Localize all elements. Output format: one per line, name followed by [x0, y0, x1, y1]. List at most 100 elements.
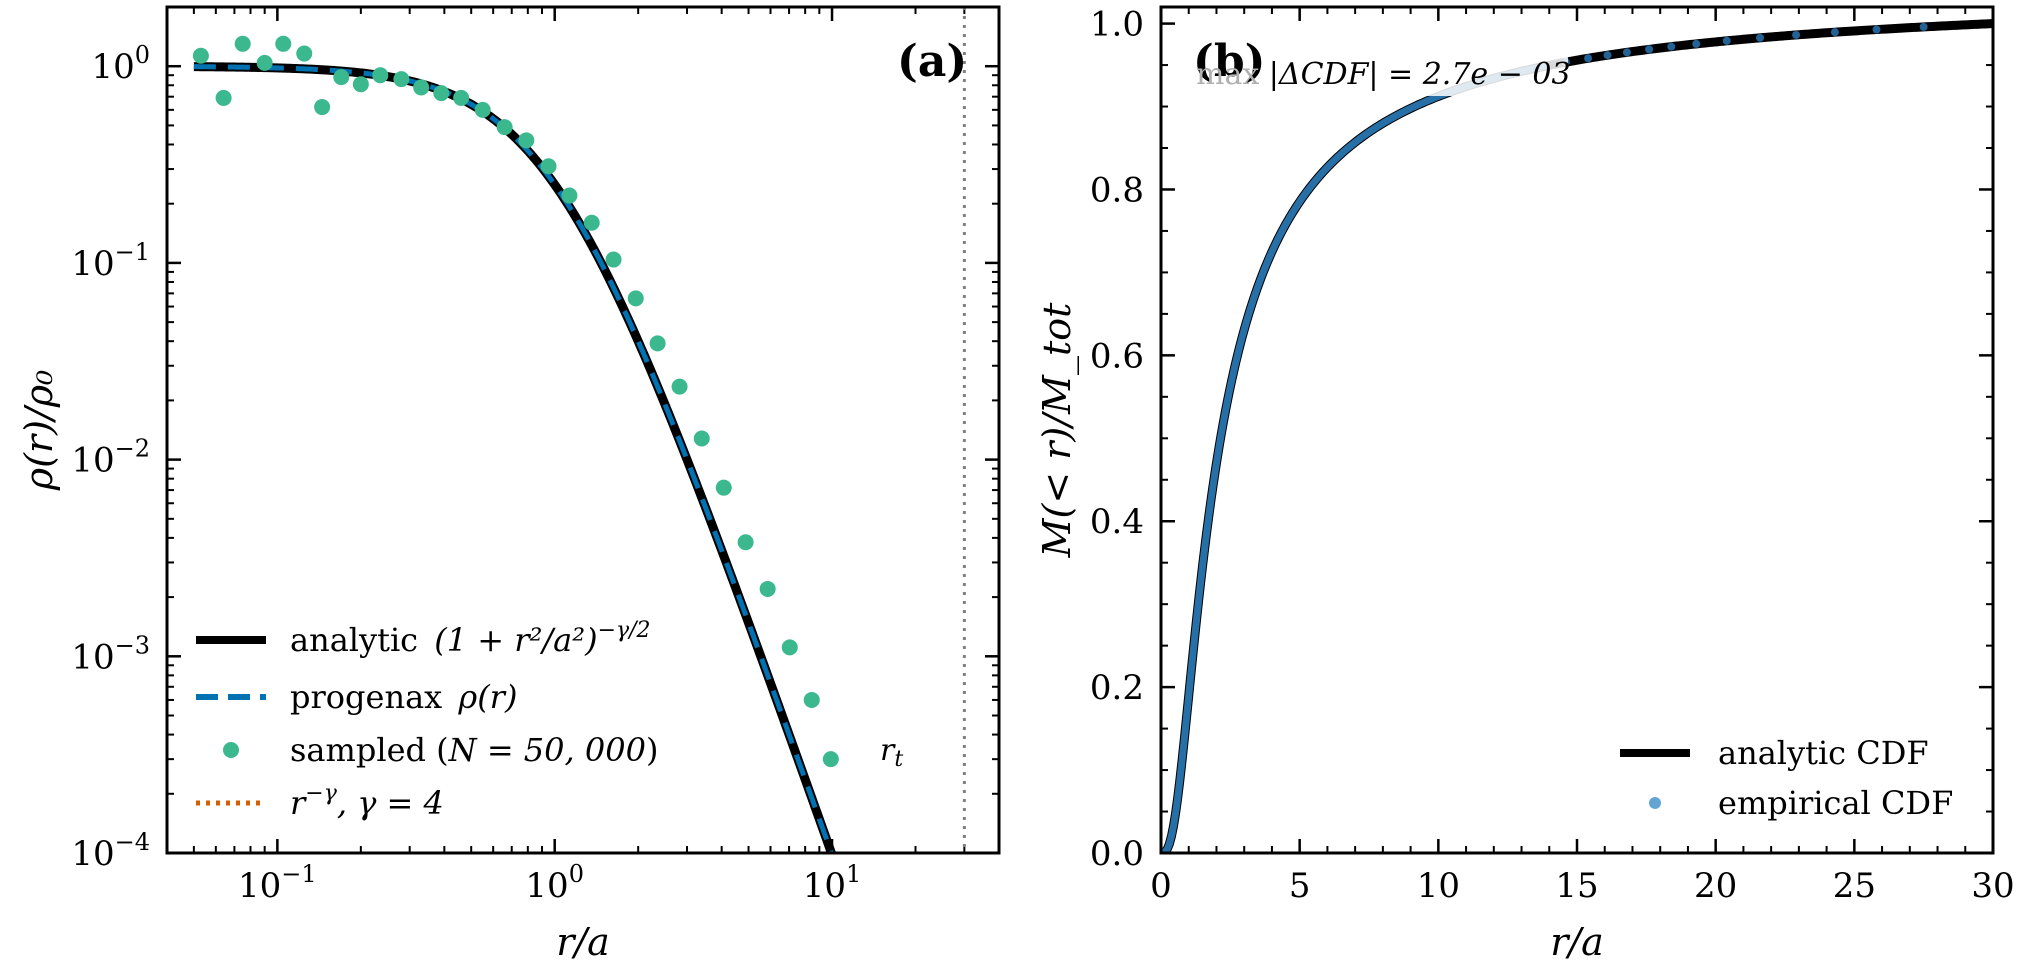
y-tick-label: 10−2 — [71, 435, 150, 481]
sampled-point — [413, 79, 430, 96]
analytic-cdf-curve — [1161, 19, 1993, 853]
panel-b-frame — [1159, 5, 1995, 855]
empirical-cdf-band — [1161, 62, 1549, 853]
sampled-point — [781, 639, 798, 656]
y-tick-label: 100 — [91, 41, 150, 87]
x-tick-label: 101 — [803, 860, 862, 906]
x-tick-label: 5 — [1289, 866, 1311, 906]
panel-a-x-axis-label: r/a — [556, 920, 610, 964]
sampled-point — [693, 430, 710, 447]
y-tick-label: 0.8 — [1090, 170, 1144, 210]
x-tick-label: 0 — [1150, 866, 1172, 906]
panel-a-major-ticks — [167, 7, 999, 855]
sampled-point — [433, 85, 450, 102]
sampled-point — [453, 89, 470, 106]
sampled-point — [715, 479, 732, 496]
y-tick-label: 10−1 — [71, 238, 150, 284]
sampled-point — [803, 691, 820, 708]
panel-b-legend: analytic CDF empirical CDF — [1620, 734, 1953, 822]
sampled-point — [737, 534, 754, 551]
empirical-cdf-point — [1792, 30, 1801, 39]
sampled-point — [333, 69, 350, 86]
max-cdf-difference-annotation: max |ΔCDF| = 2.7e − 03 — [1196, 57, 1571, 92]
y-tick-label: 0.6 — [1090, 336, 1144, 376]
empirical-cdf-point — [1622, 48, 1631, 57]
sampled-point — [583, 214, 600, 231]
sampled-point — [256, 54, 273, 71]
empirical-cdf-point — [1872, 25, 1881, 34]
panel-b-x-tick-labels: 0 5 10 15 20 25 30 — [1150, 866, 2014, 906]
legend-analytic-label: analytic (1 + r²/a²)−γ/2 — [290, 618, 651, 659]
panel-b-minor-ticks — [1161, 7, 1993, 853]
y-tick-label: 0.0 — [1090, 834, 1144, 874]
empirical-cdf-point — [1667, 42, 1676, 51]
sampled-point — [234, 35, 251, 52]
x-tick-label: 30 — [1971, 866, 2014, 906]
y-tick-label: 0.4 — [1090, 502, 1144, 542]
x-tick-label: 100 — [525, 860, 584, 906]
panel-b-y-axis-label: M(< r)/M_tot — [1035, 302, 1080, 559]
sampled-point — [605, 251, 622, 268]
panel-a-minor-ticks — [166, 6, 1000, 853]
sampled-point — [372, 67, 389, 84]
truncation-radius-label: rt — [880, 733, 903, 772]
sampled-point — [352, 76, 369, 93]
panel-a: 10−1 100 101 100 10−1 10−2 10−3 10−4 rt (a) an… — [17, 5, 1001, 964]
sampled-point — [296, 45, 313, 62]
panel-b: 0 5 10 15 20 25 30 0.0 0.2 0.4 0.6 0.8 1.0 (b) max … — [1035, 5, 2015, 964]
empirical-cdf-point — [1919, 22, 1928, 31]
legend-sampled-label: sampled (N = 50, 000) — [290, 731, 658, 769]
sampled-point — [822, 751, 839, 768]
sampled-point — [215, 89, 232, 106]
sampled-point — [671, 378, 688, 395]
x-tick-label: 15 — [1555, 866, 1598, 906]
empirical-cdf-point — [1830, 28, 1839, 37]
panel-b-label: (b) — [1193, 36, 1265, 87]
sampled-point — [314, 99, 331, 116]
empirical-cdf-point — [1756, 33, 1765, 42]
panel-a-label: (a) — [897, 36, 967, 87]
sampled-point — [561, 187, 578, 204]
legend-empirical-cdf-label: empirical CDF — [1718, 784, 1953, 822]
x-tick-label: 10−1 — [238, 860, 317, 906]
sampled-point — [393, 71, 410, 88]
empirical-cdf-point — [1584, 54, 1593, 63]
empirical-cdf-points — [1561, 22, 1928, 67]
legend-empirical-cdf-swatch — [1649, 797, 1661, 809]
annotation-backdrop — [1196, 40, 1568, 96]
y-tick-label: 1.0 — [1090, 5, 1144, 45]
panel-b-major-ticks — [1159, 7, 1995, 855]
panel-a-y-axis-label: ρ(r)/ρ₀ — [17, 370, 61, 492]
legend-powerlaw-label: r−γ, γ = 4 — [290, 781, 444, 822]
legend-progenax-label: progenax ρ(r) — [290, 678, 517, 716]
panel-a-y-tick-labels: 100 10−1 10−2 10−3 10−4 — [71, 41, 150, 874]
sampled-point — [759, 580, 776, 597]
sampled-point — [275, 35, 292, 52]
empirical-cdf-point — [1645, 45, 1654, 54]
y-tick-label: 10−4 — [71, 828, 150, 874]
y-tick-label: 0.2 — [1090, 668, 1144, 708]
sampled-point — [192, 47, 209, 64]
legend-analytic-cdf-label: analytic CDF — [1718, 734, 1929, 772]
sampled-density-points — [192, 35, 839, 768]
progenax-density-curve — [193, 64, 835, 853]
sampled-point — [540, 158, 557, 175]
empirical-cdf-point — [1603, 51, 1612, 60]
empirical-cdf-point — [1692, 39, 1701, 48]
empirical-cdf-point — [1722, 36, 1731, 45]
panel-b-x-axis-label: r/a — [1550, 920, 1604, 964]
panel-a-legend: analytic (1 + r²/a²)−γ/2 progenax ρ(r) s… — [196, 618, 658, 822]
sampled-point — [627, 290, 644, 307]
sampled-point — [649, 335, 666, 352]
y-tick-label: 10−3 — [71, 631, 150, 677]
x-tick-label: 10 — [1417, 866, 1460, 906]
legend-sampled-swatch — [223, 742, 239, 758]
sampled-point — [496, 119, 513, 136]
sampled-point — [474, 101, 491, 118]
sampled-point — [518, 132, 535, 149]
panel-a-x-tick-labels: 10−1 100 101 — [238, 860, 861, 906]
x-tick-label: 20 — [1694, 866, 1737, 906]
panel-a-frame — [165, 5, 1001, 855]
panel-b-y-tick-labels: 0.0 0.2 0.4 0.6 0.8 1.0 — [1090, 5, 1144, 874]
